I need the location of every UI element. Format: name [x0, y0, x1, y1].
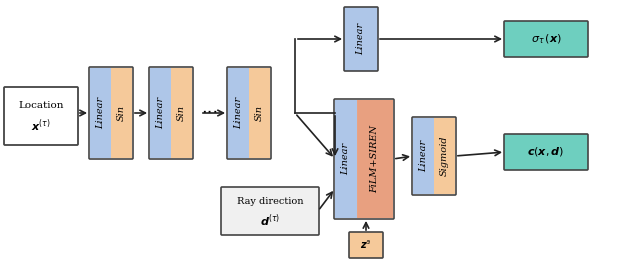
FancyBboxPatch shape: [249, 68, 270, 158]
FancyBboxPatch shape: [349, 232, 383, 258]
Text: Sigmoid: Sigmoid: [440, 136, 449, 176]
FancyBboxPatch shape: [228, 68, 249, 158]
Text: $\boldsymbol{x}^{(\tau)}$: $\boldsymbol{x}^{(\tau)}$: [31, 118, 51, 134]
Text: Sin: Sin: [117, 105, 126, 121]
Text: ···: ···: [202, 104, 219, 122]
FancyBboxPatch shape: [434, 118, 455, 194]
Text: $\boldsymbol{d}^{(\tau)}$: $\boldsymbol{d}^{(\tau)}$: [260, 213, 280, 229]
Text: Linear: Linear: [419, 140, 428, 172]
FancyBboxPatch shape: [357, 100, 393, 218]
FancyBboxPatch shape: [504, 134, 588, 170]
Text: Ray direction: Ray direction: [237, 196, 303, 206]
Text: Linear: Linear: [234, 97, 243, 129]
Text: FiLM+SIREN: FiLM+SIREN: [371, 125, 380, 193]
FancyBboxPatch shape: [171, 68, 192, 158]
FancyBboxPatch shape: [221, 187, 319, 235]
FancyBboxPatch shape: [150, 68, 171, 158]
FancyBboxPatch shape: [111, 68, 132, 158]
Text: Linear: Linear: [356, 23, 365, 55]
Text: Linear: Linear: [342, 143, 351, 175]
Text: Location: Location: [19, 102, 64, 110]
Text: Sin: Sin: [255, 105, 264, 121]
Text: Linear: Linear: [156, 97, 165, 129]
Text: $\boldsymbol{c}(\boldsymbol{x},\boldsymbol{d})$: $\boldsymbol{c}(\boldsymbol{x},\boldsymb…: [527, 146, 564, 158]
FancyBboxPatch shape: [335, 100, 357, 218]
FancyBboxPatch shape: [504, 21, 588, 57]
FancyBboxPatch shape: [90, 68, 111, 158]
Text: $\boldsymbol{z}^a$: $\boldsymbol{z}^a$: [360, 239, 372, 251]
FancyBboxPatch shape: [4, 87, 78, 145]
FancyBboxPatch shape: [344, 7, 378, 71]
Text: Linear: Linear: [96, 97, 105, 129]
Text: Sin: Sin: [177, 105, 186, 121]
FancyBboxPatch shape: [413, 118, 434, 194]
Text: $\sigma_\tau\,(\boldsymbol{x})$: $\sigma_\tau\,(\boldsymbol{x})$: [531, 32, 561, 46]
